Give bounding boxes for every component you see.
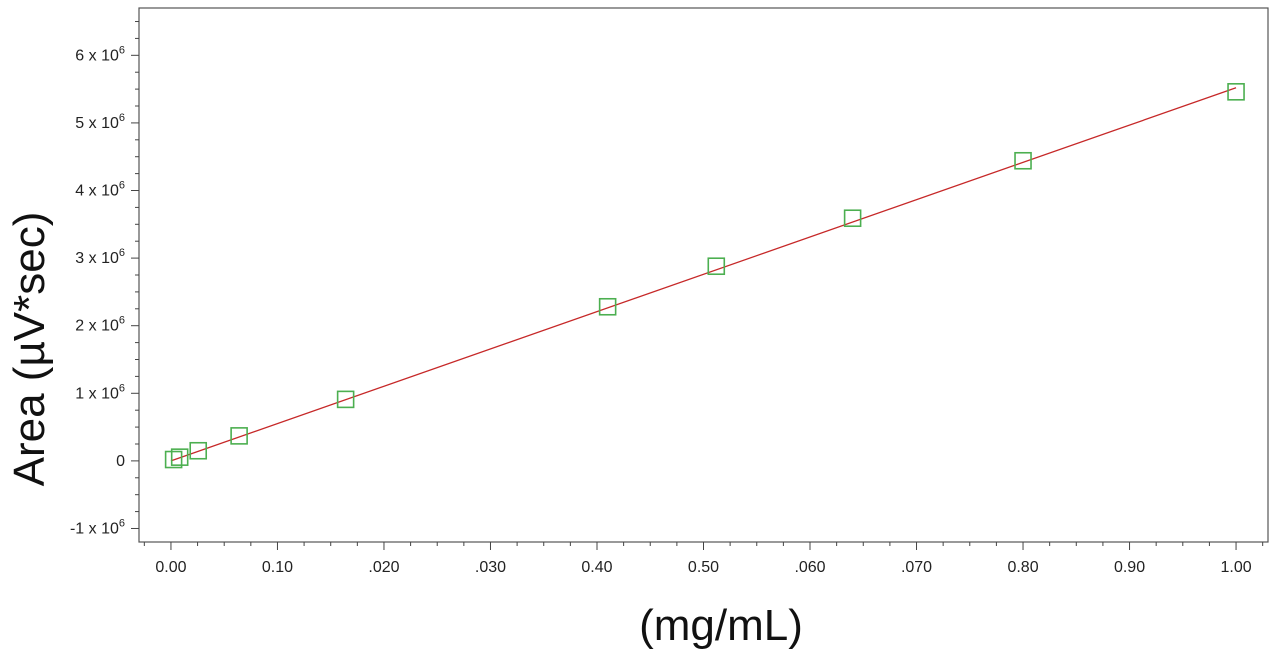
y-tick-label: -1 x 106 bbox=[70, 517, 125, 537]
y-axis-title: Area (µV*sec) bbox=[5, 212, 54, 487]
y-tick-label: 6 x 106 bbox=[75, 44, 125, 64]
y-tick-label: 1 x 106 bbox=[75, 382, 125, 402]
data-point bbox=[336, 390, 355, 409]
x-tick-label: .060 bbox=[794, 559, 825, 576]
y-tick-label: 5 x 106 bbox=[75, 112, 125, 132]
data-point bbox=[598, 297, 617, 316]
y-tick-label: 0 bbox=[116, 453, 125, 470]
x-tick-label: 0.50 bbox=[688, 559, 719, 576]
data-point bbox=[1227, 83, 1245, 101]
data-point bbox=[843, 209, 862, 228]
x-tick-label: 0.40 bbox=[581, 559, 612, 576]
x-tick-label: .020 bbox=[368, 559, 399, 576]
x-tick-label: 0.90 bbox=[1114, 559, 1145, 576]
x-tick-label: .030 bbox=[475, 559, 506, 576]
x-axis-ticks: 0.00 0.10 .020 .030 0.40 0.50 .060 .070 0.80 0.90… bbox=[143, 542, 1264, 576]
data-point bbox=[170, 448, 189, 466]
y-tick-label: 4 x 106 bbox=[75, 180, 125, 200]
x-axis-title: (mg/mL) bbox=[639, 601, 803, 650]
x-tick-label: 0.10 bbox=[262, 559, 293, 576]
x-tick-label: 0.00 bbox=[155, 559, 186, 576]
y-tick-label: 2 x 106 bbox=[75, 315, 125, 335]
fit-line bbox=[170, 87, 1237, 462]
data-point bbox=[1014, 151, 1032, 170]
data-point bbox=[164, 450, 183, 469]
x-tick-label: 1.00 bbox=[1220, 559, 1251, 576]
data-point bbox=[707, 257, 726, 276]
x-tick-label: 0.80 bbox=[1007, 559, 1038, 576]
data-point bbox=[189, 441, 208, 460]
fit-line-layer bbox=[170, 87, 1237, 462]
y-axis-ticks: -1 x 106 0 1 x 106 2 x 106 3 x 106 4 x 106 5 x… bbox=[70, 21, 139, 537]
x-tick-label: .070 bbox=[901, 559, 932, 576]
y-tick-label: 3 x 106 bbox=[75, 247, 125, 267]
data-points-layer bbox=[164, 83, 1245, 469]
data-point bbox=[230, 427, 248, 445]
